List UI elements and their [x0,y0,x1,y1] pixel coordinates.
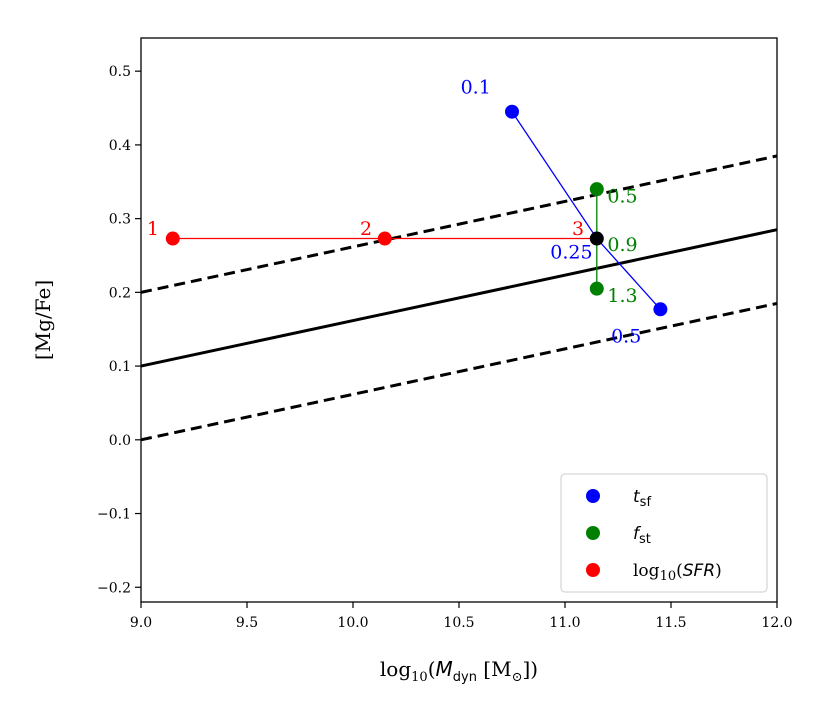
fiducial-point [589,231,604,246]
legend-marker-f_st [586,526,600,540]
point-label-log10(SFR): 1 [147,218,159,240]
xlabel-base: log [380,657,411,681]
reference-line-relation [140,228,778,368]
legend-marker-t_sf [586,489,600,503]
x-axis-label: log10(Mdyn [M⊙]) [380,657,538,685]
point-label-t_sf: 0.5 [611,325,641,347]
y-axis-label: [Mg/Fe] [31,280,55,360]
legend-label-t_sf: tsf [633,487,651,510]
legend-symbol: t [633,487,641,507]
point-label-log10(SFR): 3 [572,218,584,240]
xlabel-base-sub: 10 [411,670,428,685]
y-tick-label: 0.0 [109,433,131,449]
legend-box [560,473,768,593]
point-f_st [589,281,604,296]
point-label-t_sf: 0.1 [461,76,491,98]
x-tick-label: 12.0 [761,615,792,631]
series-layer [165,104,668,317]
x-tick-label: 9.5 [236,615,258,631]
legend-sub: st [639,532,651,547]
y-tick-label: −0.2 [97,580,131,596]
xlabel-var: M [436,657,453,681]
point-label-t_sf: 0.25 [550,241,592,263]
y-tick-label: −0.1 [97,507,131,523]
reference-line-lower-scatter [140,301,778,442]
y-tick-label: 0.5 [109,64,131,80]
x-tick-label: 11.5 [655,615,686,631]
legend-open: ( [676,561,683,581]
y-tick-label: 0.4 [109,138,131,154]
xlabel-unit: [M [477,657,512,681]
annotation-layer: 0.1 0.25 0.5 0.5 0.9 1.3 1 2 3 [147,76,641,347]
point-log10(SFR) [377,231,392,246]
point-f_st [589,182,604,197]
x-tick-label: 10.5 [443,615,474,631]
xlabel-var-sub: dyn [453,670,477,685]
legend-close: ) [715,561,722,581]
xlabel-open: ( [428,657,436,681]
point-label-f_st: 0.5 [607,185,637,207]
legend-marker-log10(SFR) [586,563,600,577]
series-line-t_sf [511,111,661,310]
legend-symbol: f [633,524,642,544]
legend-label-f_st: fst [633,524,651,547]
legend-label-log10(SFR): log10(SFR) [633,561,722,584]
x-axis: 9.0 9.5 10.0 10.5 11.0 11.5 12.0 [130,602,793,631]
legend-symbol: SFR [683,561,715,581]
y-tick-label: 0.2 [109,285,131,301]
legend-prefix: log [633,561,660,581]
xlabel-close: ]) [523,657,539,681]
legend-sub: sf [640,495,652,510]
x-tick-label: 10.0 [337,615,368,631]
point-label-log10(SFR): 2 [360,218,372,240]
legend-prefix-sub: 10 [660,569,677,584]
y-tick-label: 0.1 [109,359,131,375]
reference-lines [140,154,778,442]
xlabel-unit-sub: ⊙ [512,670,523,685]
point-label-f_st: 0.9 [607,234,637,256]
x-tick-label: 9.0 [130,615,152,631]
point-t_sf [653,302,668,317]
legend: tsf fst log10(SFR) [560,473,768,593]
y-axis: −0.2 −0.1 0.0 0.1 0.2 0.3 0.4 0.5 [97,64,141,596]
point-log10(SFR) [165,231,180,246]
reference-line-upper-scatter [140,154,778,294]
point-t_sf [505,104,519,119]
point-label-f_st: 1.3 [607,285,637,307]
x-tick-label: 11.0 [549,615,580,631]
y-tick-label: 0.3 [109,212,131,228]
